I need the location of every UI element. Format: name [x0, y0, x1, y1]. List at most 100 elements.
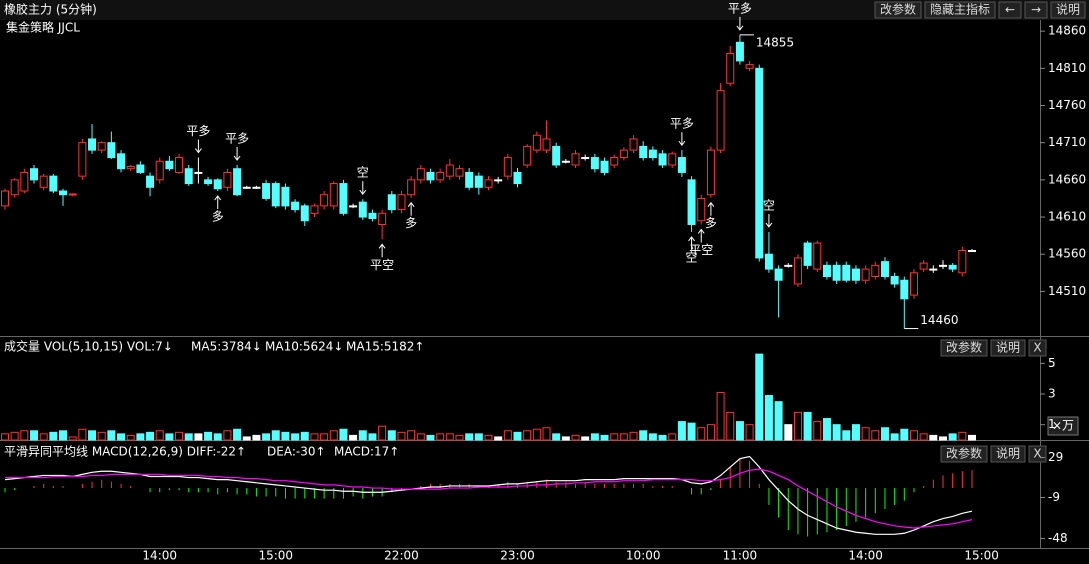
signal-arrowhead — [407, 201, 415, 208]
button[interactable]: → — [1024, 1, 1048, 19]
volume-bar — [900, 428, 909, 441]
button-bg[interactable] — [990, 339, 1026, 357]
button-label[interactable]: 改参数 — [880, 2, 916, 17]
candle-body — [919, 262, 928, 270]
signal-label: 平多 — [225, 131, 249, 145]
candle-body — [716, 90, 725, 151]
candle-body — [938, 264, 947, 267]
candle-body — [291, 201, 300, 211]
volume-bar — [542, 427, 551, 441]
button-bg[interactable] — [1050, 1, 1086, 19]
button-label[interactable]: 隐藏主指标 — [930, 2, 990, 17]
signal-label: 平空 — [689, 243, 713, 257]
candle-body — [784, 264, 793, 267]
button[interactable]: 说明 — [1050, 1, 1086, 19]
x-tick-label: 15:00 — [258, 549, 293, 563]
volume-bar — [552, 433, 561, 441]
candle-body — [677, 157, 686, 173]
candle-body — [532, 134, 541, 151]
button-bg[interactable] — [1028, 339, 1047, 357]
button[interactable]: X — [1028, 339, 1047, 357]
button-bg[interactable] — [874, 1, 922, 19]
candle-body — [445, 164, 454, 177]
volume-bar — [107, 430, 116, 441]
x-tick-label: 10:00 — [626, 549, 661, 563]
volume-bar — [387, 430, 396, 441]
button-bg[interactable] — [940, 339, 988, 357]
candle-body — [117, 153, 126, 170]
button[interactable]: 隐藏主指标 — [924, 1, 996, 19]
volume-bar — [474, 433, 483, 441]
candle-body — [300, 205, 309, 222]
volume-bar — [204, 431, 213, 441]
volume-bar — [194, 433, 203, 441]
button[interactable]: 说明 — [990, 339, 1026, 357]
button-label[interactable]: → — [1031, 3, 1041, 17]
volume-bar — [49, 431, 58, 441]
signal-label: 平多 — [670, 117, 694, 131]
button[interactable]: ← — [998, 1, 1022, 19]
volume-bar — [155, 430, 164, 441]
volume-bar — [223, 430, 232, 441]
y-tick-label: 3 — [1048, 387, 1056, 401]
button-bg[interactable] — [990, 445, 1026, 463]
volume-bar — [126, 434, 135, 441]
button-bg[interactable] — [998, 1, 1022, 19]
candle-body — [842, 264, 851, 281]
candle-body — [1, 190, 9, 207]
volume-bar — [503, 430, 512, 441]
candle-body — [155, 160, 164, 181]
y-tick-label: 14810 — [1048, 61, 1086, 75]
button-label[interactable]: X — [1033, 341, 1041, 355]
button-bg[interactable] — [1024, 1, 1048, 19]
signal-arrowhead — [688, 236, 695, 242]
legend-entry: MACD:17↑ — [334, 445, 399, 459]
button-label[interactable]: 说明 — [996, 340, 1020, 355]
candle-body — [610, 157, 619, 166]
button-label[interactable]: 说明 — [1056, 2, 1080, 17]
y-tick-label: 1 — [1048, 417, 1056, 431]
volume-bar — [78, 428, 87, 441]
candle-body — [223, 171, 232, 188]
signal-label: 平多 — [728, 1, 752, 15]
candle-body — [349, 205, 358, 208]
candle-body — [764, 253, 773, 270]
button-label[interactable]: X — [1033, 447, 1041, 461]
x-tick-label: 15:00 — [964, 549, 999, 563]
candle-body — [126, 165, 135, 170]
volume-bar — [233, 428, 242, 441]
button-label[interactable]: ← — [1005, 3, 1015, 17]
candle-body — [213, 179, 222, 190]
candle-body — [49, 175, 58, 192]
button-label[interactable]: 改参数 — [946, 340, 982, 355]
candle-body — [320, 194, 329, 207]
button[interactable]: 改参数 — [940, 339, 988, 357]
button-bg[interactable] — [924, 1, 996, 19]
volume-bar — [378, 425, 387, 441]
candle-body — [20, 171, 29, 192]
volume-bar — [1, 433, 9, 441]
candle-body — [706, 149, 715, 196]
y-tick-label: 14860 — [1048, 24, 1086, 38]
button-bg[interactable] — [940, 445, 988, 463]
candle-body — [204, 179, 213, 185]
button[interactable]: X — [1028, 445, 1047, 463]
button-label[interactable]: 说明 — [996, 446, 1020, 461]
volume-bar — [880, 427, 889, 441]
legend-entry: MA15:5182↑ — [346, 340, 424, 354]
y-tick-label: 14710 — [1048, 135, 1086, 149]
button[interactable]: 说明 — [990, 445, 1026, 463]
volume-bar — [919, 433, 928, 441]
candle-body — [697, 197, 706, 222]
candle-body — [968, 249, 976, 252]
x-tick-label: 22:00 — [384, 549, 419, 563]
unit-box — [1047, 416, 1079, 436]
y-tick-label: 14660 — [1048, 172, 1086, 186]
y-tick-label: 14510 — [1048, 284, 1086, 298]
button[interactable]: 改参数 — [940, 445, 988, 463]
button[interactable]: 改参数 — [874, 1, 922, 19]
volume-bar — [958, 431, 967, 441]
button-label[interactable]: 改参数 — [946, 446, 982, 461]
volume-bar — [117, 433, 126, 441]
